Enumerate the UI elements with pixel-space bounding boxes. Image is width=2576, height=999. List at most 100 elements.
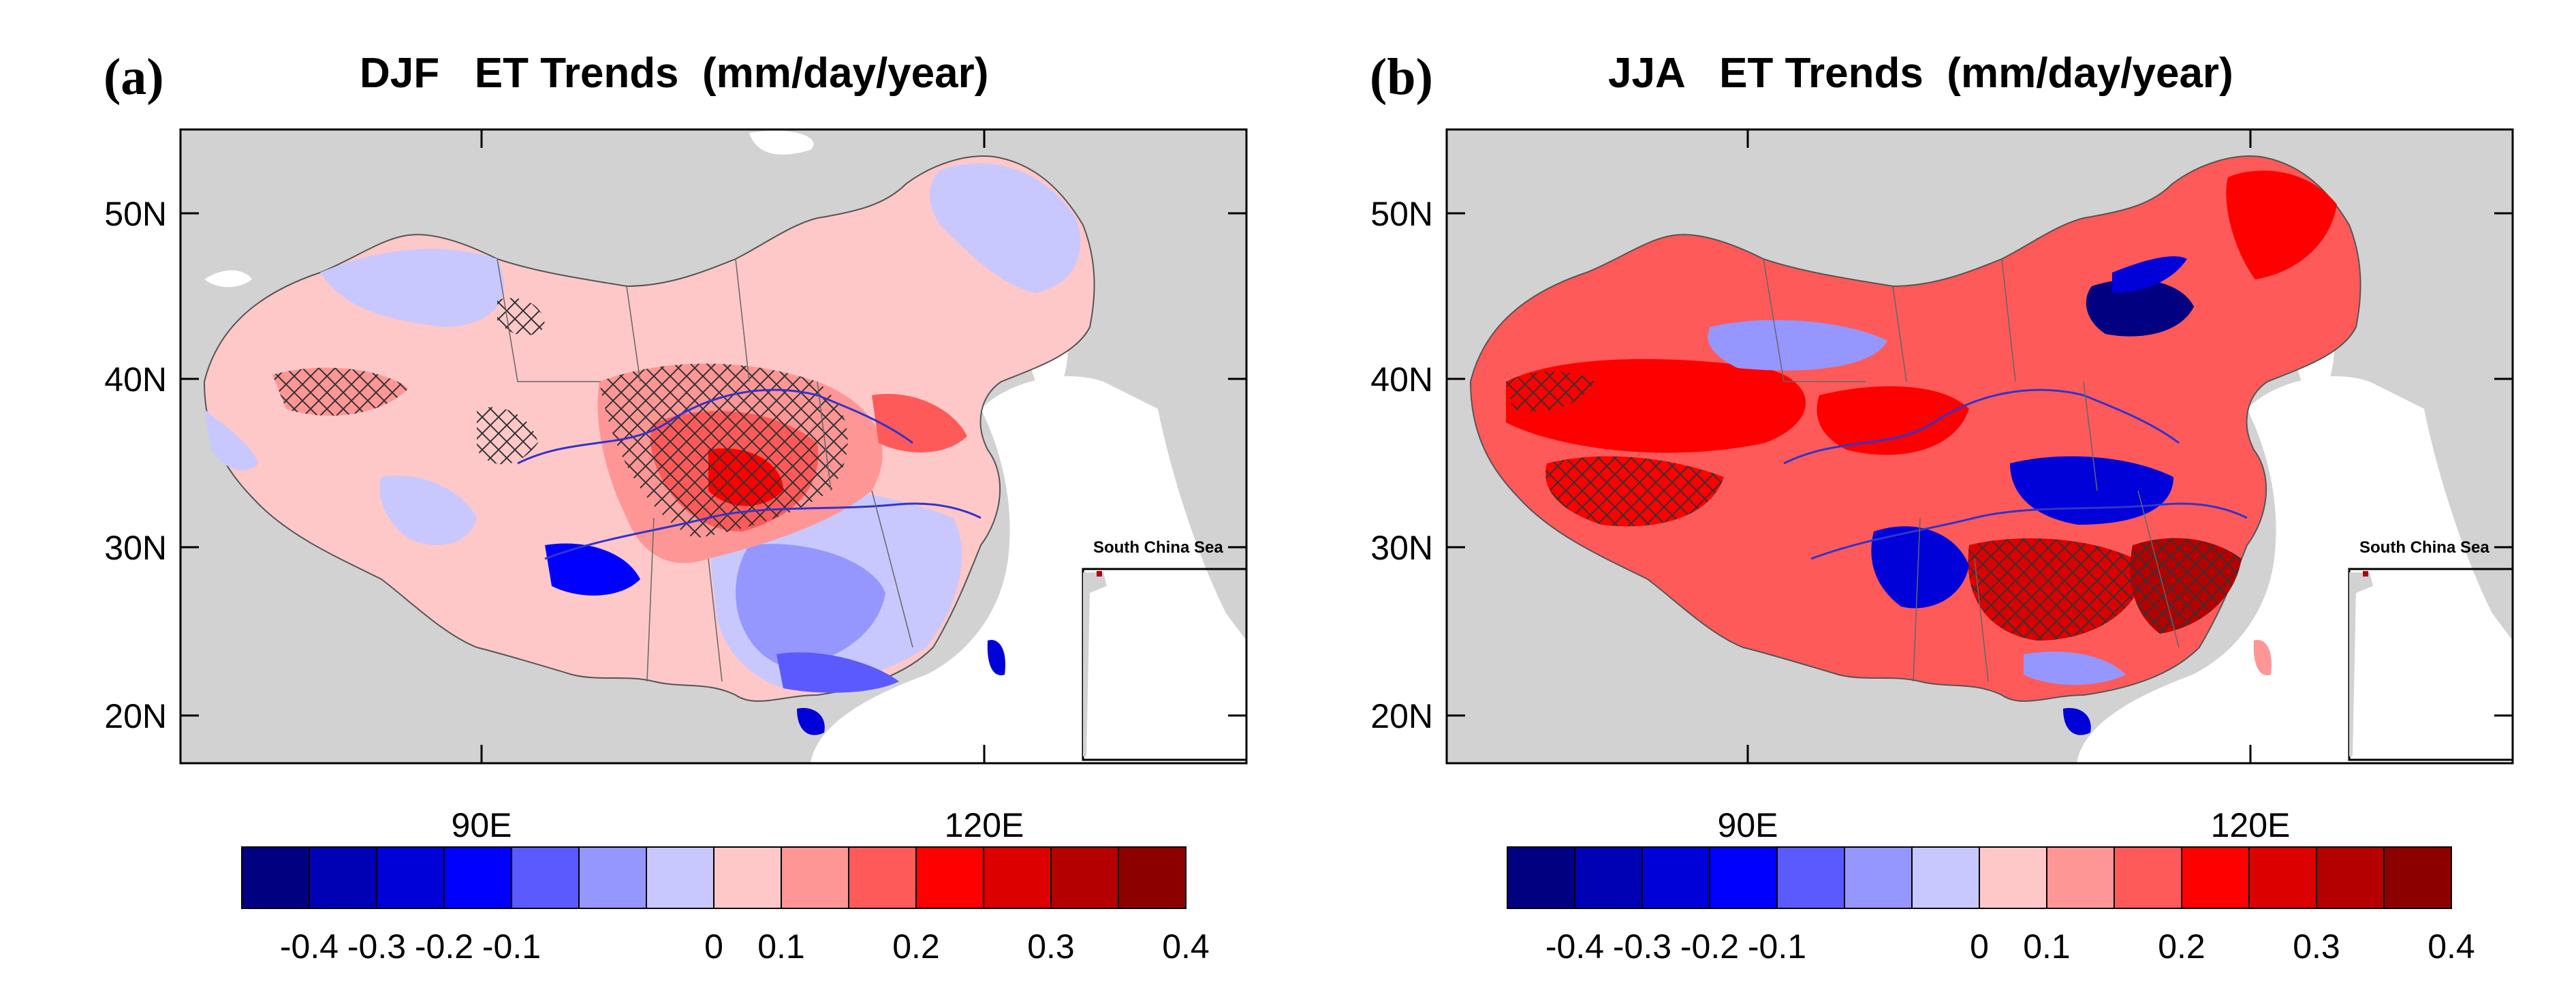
colorbar-swatch [2316, 846, 2385, 909]
yellow-river [1783, 388, 2180, 465]
colorbar-label: 0.4 [2428, 927, 2475, 966]
colorbar-swatch [646, 846, 714, 909]
colorbar-swatch [1050, 846, 1119, 909]
colorbar-swatch [983, 846, 1052, 909]
trend-area [1871, 526, 1969, 609]
lake-balkhash [204, 270, 252, 288]
panel-letter: (a) [104, 48, 164, 106]
inset-marker [1097, 571, 1102, 577]
hainan [2063, 708, 2091, 735]
colorbar-swatch [1776, 846, 1845, 909]
inset-label: South China Sea [2359, 538, 2489, 557]
panel-title: JJA ET Trends (mm/day/year) [1608, 50, 2233, 97]
colorbar-swatch [1642, 846, 1710, 909]
inset-land [2349, 572, 2373, 756]
colorbar-swatch [1574, 846, 1643, 909]
colorbar-label: 0 [1970, 927, 1989, 966]
lon-label-90e: 90E [1717, 806, 1778, 844]
colorbar-label: -0.2 [414, 927, 474, 966]
colorbar-label: 0 [704, 927, 723, 966]
colorbar-label: 0.2 [892, 927, 940, 966]
trend-area [2010, 456, 2173, 525]
panel-b: (b) JJA ET Trends (mm/day/year) [1288, 0, 2576, 999]
trend-area [204, 409, 259, 471]
axis-ticks [180, 129, 1246, 763]
panel-letter: (b) [1370, 48, 1433, 106]
colorbar-label: -0.3 [347, 927, 407, 966]
colorbar-swatch [1709, 846, 1778, 909]
colorbar-label: -0.1 [482, 927, 541, 966]
lon-label-120e: 120E [944, 806, 1024, 844]
inset-marker [2363, 571, 2368, 577]
colorbar [241, 846, 1187, 909]
significance-hatch [477, 407, 538, 465]
trend-area [1708, 320, 1887, 371]
colorbar-label: -0.2 [1680, 927, 1740, 966]
colorbar-swatch [2248, 846, 2317, 909]
colorbar-swatch [781, 846, 849, 909]
colorbar-label: 0.1 [2023, 927, 2071, 966]
sea-area [2077, 376, 2513, 763]
lat-label-40n: 40N [1370, 360, 1433, 399]
colorbar-swatch [1911, 846, 1980, 909]
hainan [797, 708, 825, 735]
colorbar-swatch [2383, 846, 2452, 909]
inset-land [1083, 572, 1107, 756]
province-boundaries [497, 258, 913, 682]
significance-hatch [1545, 456, 1724, 527]
map-svg [179, 128, 1248, 909]
trend-area [776, 652, 899, 693]
map-frame [1445, 128, 2514, 765]
colorbar-label: 0.4 [1162, 927, 1210, 966]
yellow-river [517, 388, 913, 465]
colorbar-swatch [2181, 846, 2250, 909]
significance-hatch [272, 367, 409, 416]
colorbar-label: 0.1 [757, 927, 805, 966]
significance-hatch [1506, 371, 1595, 412]
colorbar [1507, 846, 2452, 909]
map-svg [1445, 128, 2514, 909]
colorbar-label: 0.3 [1027, 927, 1075, 966]
colorbar-swatch [1844, 846, 1913, 909]
colorbar-label: -0.4 [279, 927, 339, 966]
trend-area [1817, 386, 1969, 455]
trend-area [320, 249, 505, 327]
province-boundaries [1763, 258, 2180, 682]
significance-hatch [1968, 538, 2146, 641]
trend-area [872, 394, 967, 452]
trend-area [930, 163, 1081, 293]
colorbar-swatch [915, 846, 984, 909]
panel-a: (a) DJF ET Trends (mm/day/year) [104, 48, 1248, 966]
taiwan [2253, 640, 2272, 675]
trend-area [736, 544, 885, 668]
colorbar-swatch [376, 846, 445, 909]
colorbar-swatch [1979, 846, 2047, 909]
yangtze-river [544, 502, 981, 560]
colorbar-label: -0.1 [1747, 927, 1807, 966]
significance-hatch [599, 363, 848, 538]
significance-hatch [2130, 538, 2242, 634]
colorbar-swatch [443, 846, 512, 909]
trend-area [2112, 256, 2187, 293]
trend-area [2086, 279, 2194, 337]
colorbar-swatch [241, 846, 310, 909]
colorbar-label: -0.4 [1545, 927, 1605, 966]
significance-hatch [497, 298, 545, 336]
colorbar-swatch [511, 846, 580, 909]
trend-area [2226, 170, 2337, 279]
yangtze-river [1810, 502, 2248, 560]
axis-ticks [1447, 129, 2513, 763]
panel-title: DJF ET Trends (mm/day/year) [360, 50, 989, 97]
colorbar-swatch [578, 846, 647, 909]
lat-label-20n: 20N [104, 697, 167, 735]
lat-label-20n: 20N [1370, 697, 1433, 735]
colorbar-swatch [848, 846, 917, 909]
trend-area [545, 543, 640, 596]
lat-label-50n: 50N [1370, 195, 1433, 233]
trend-area [379, 476, 477, 545]
lon-label-90e: 90E [451, 806, 512, 844]
taiwan [987, 640, 1005, 675]
lon-label-120e: 120E [2210, 806, 2291, 844]
trend-area [2024, 651, 2126, 685]
lat-label-40n: 40N [104, 360, 167, 399]
